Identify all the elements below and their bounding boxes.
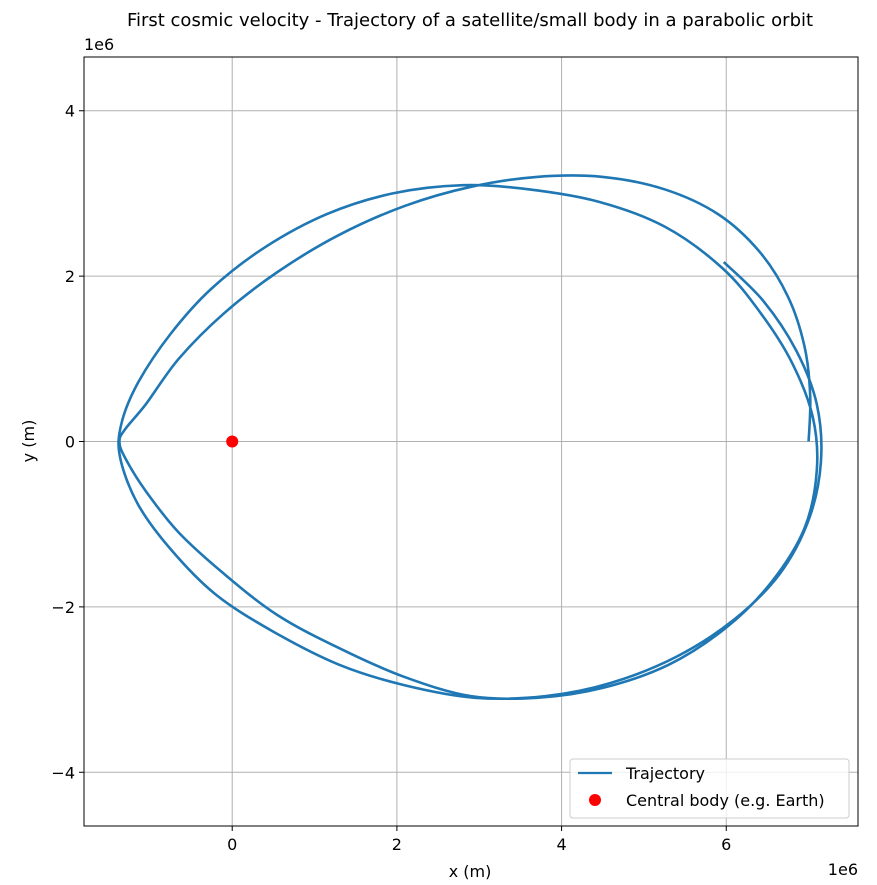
legend-trajectory-label: Trajectory: [625, 764, 705, 783]
y-tick-label: 2: [65, 267, 75, 286]
grid: [84, 57, 858, 826]
x-tick-label: 2: [392, 835, 402, 854]
x-offset-label: 1e6: [828, 860, 858, 879]
y-tick-label: −2: [51, 598, 75, 617]
legend-box: [569, 758, 850, 819]
y-offset-label: 1e6: [84, 35, 114, 54]
y-axis-label: y (m): [19, 420, 38, 463]
x-axis-label: x (m): [449, 862, 492, 881]
x-tick-label: 6: [721, 835, 731, 854]
x-tick-label: 4: [556, 835, 566, 854]
y-tick-label: −4: [51, 763, 75, 782]
legend-central-body-label: Central body (e.g. Earth): [626, 791, 825, 810]
x-axis-ticks: 0 2 4 6: [227, 826, 731, 854]
legend-central-body-swatch: [589, 794, 601, 806]
trajectory-series-line: [117, 174, 823, 701]
y-axis-ticks: −4 −2 0 2 4: [51, 102, 84, 782]
legend: Trajectory Central body (e.g. Earth): [569, 758, 850, 819]
chart-title: First cosmic velocity - Trajectory of a …: [127, 10, 813, 31]
y-tick-label: 4: [65, 102, 75, 121]
x-tick-label: 0: [227, 835, 237, 854]
plot-area: [117, 174, 823, 701]
y-tick-label: 0: [65, 433, 75, 452]
central-body-point: [226, 435, 239, 448]
